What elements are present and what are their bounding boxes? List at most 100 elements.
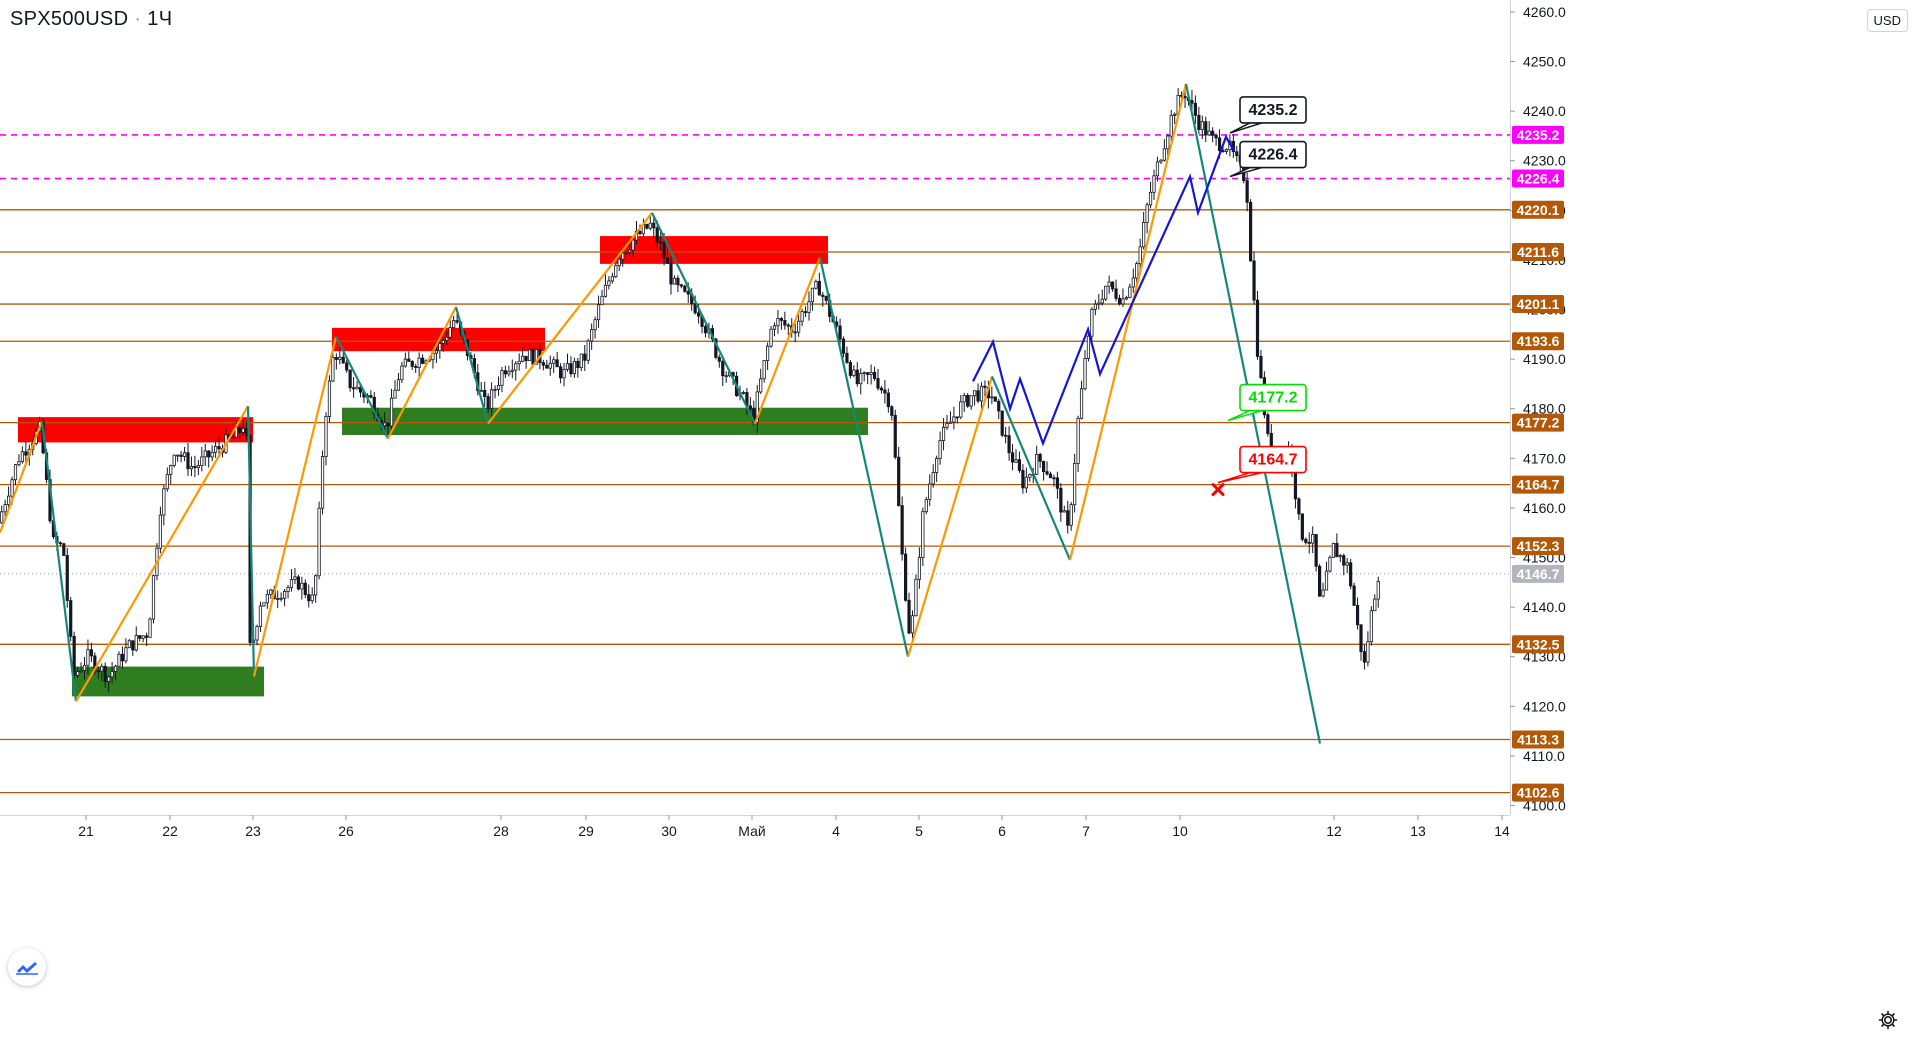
time-tick-label: 21 [78, 823, 94, 839]
candle-body [679, 284, 683, 287]
candle-body [1255, 299, 1260, 357]
price-tag-bg [1512, 125, 1564, 144]
candle-body [848, 361, 853, 376]
candle-body [810, 287, 815, 303]
price-tick-label: 4110.0 [1523, 748, 1565, 764]
candle-body [79, 670, 83, 672]
symbol-name: SPX500USD [10, 8, 129, 30]
candle-body [969, 395, 973, 407]
price-tag-4226.4: 4226.4 [1512, 169, 1564, 188]
candle-body [1114, 288, 1118, 299]
candle-body [107, 676, 111, 682]
candle-body [1083, 358, 1087, 390]
price-tag-4220.1: 4220.1 [1512, 200, 1564, 219]
candle-body [1200, 121, 1204, 130]
callout-pointer [1227, 409, 1263, 422]
candle-body [383, 422, 387, 427]
candle-body [759, 378, 763, 393]
time-tick-label: 28 [493, 823, 509, 839]
candle-body [914, 578, 918, 617]
candle-body [1086, 335, 1091, 359]
candle-body [193, 465, 197, 468]
candle-body [645, 223, 649, 229]
candle-body [569, 363, 573, 375]
candle-body [852, 369, 856, 376]
candle-body [1121, 298, 1125, 305]
candle-body [165, 474, 169, 490]
candle-body [276, 598, 280, 600]
callout-pointer [1229, 122, 1263, 134]
candle-body [179, 454, 183, 457]
tradingview-logo-button[interactable] [8, 948, 46, 986]
candle-body [479, 389, 483, 392]
candle-body [1052, 477, 1056, 480]
candle-body [420, 357, 425, 364]
price-tag-bg [1512, 295, 1564, 314]
candle-body [1369, 610, 1373, 643]
candle-body [821, 294, 825, 297]
candle-body [983, 385, 987, 388]
candle-body [973, 390, 977, 397]
chart-settings-button[interactable] [1876, 1008, 1900, 1032]
time-tick-label: 22 [162, 823, 178, 839]
tradingview-logo-icon [16, 962, 38, 975]
candle-body [962, 394, 966, 403]
price-tag-text: 4113.3 [1517, 732, 1559, 748]
candle-body [1100, 298, 1104, 304]
candle-body [393, 389, 397, 399]
legend-separator: · [134, 8, 142, 30]
candle-body [1024, 476, 1028, 489]
price-tag-bg [1512, 169, 1564, 188]
candle-body [717, 356, 721, 362]
candle-body [258, 605, 263, 627]
candle-body [590, 329, 594, 342]
candle-body [89, 649, 93, 657]
candle-body [879, 387, 884, 391]
candle-body [289, 579, 294, 588]
plot-area: 4235.2 4226.4 4177.2 4164.7 [0, 83, 1510, 794]
candle-body [779, 318, 784, 321]
candle-body [900, 505, 904, 555]
candle-body [1211, 130, 1215, 136]
candle-body [483, 389, 487, 398]
zigzag-segment [246, 406, 256, 677]
callout-text: 4177.2 [1249, 390, 1298, 407]
interval-label: 1Ч [147, 8, 173, 30]
callout-box [1239, 383, 1307, 412]
candle-body [935, 458, 939, 473]
candle-body [514, 363, 518, 371]
price-tag-bg [1512, 730, 1564, 749]
candle-body [493, 389, 497, 391]
price-tick-label: 4140.0 [1523, 599, 1566, 615]
candle-body [938, 440, 942, 459]
candle-body [303, 582, 307, 595]
candle-body [521, 355, 525, 362]
candle-body [1076, 417, 1080, 464]
candle-body [510, 369, 514, 372]
candle-body [76, 671, 80, 676]
candle-body [631, 239, 635, 251]
candle-body [993, 396, 997, 402]
symbol-legend[interactable]: SPX500USD · 1Ч [10, 8, 172, 31]
candle-body [1107, 281, 1111, 287]
candle-body [617, 258, 621, 267]
candle-body [955, 416, 959, 419]
candle-body [1376, 580, 1380, 600]
candle-body [438, 343, 442, 352]
currency-button[interactable]: USD [1866, 9, 1908, 32]
candle-body [455, 320, 459, 323]
candle-body [1207, 130, 1211, 136]
candle-body [62, 543, 66, 556]
candle-body [638, 231, 642, 235]
candle-body [358, 386, 363, 393]
price-tag-bg [1512, 783, 1564, 802]
candle-body [1097, 302, 1101, 305]
price-tag-text: 4102.6 [1517, 785, 1560, 801]
candle-body [355, 386, 359, 390]
candle-body [841, 338, 846, 354]
candle-body [113, 665, 118, 672]
candle-body [952, 416, 956, 423]
candle-body [1128, 286, 1132, 298]
